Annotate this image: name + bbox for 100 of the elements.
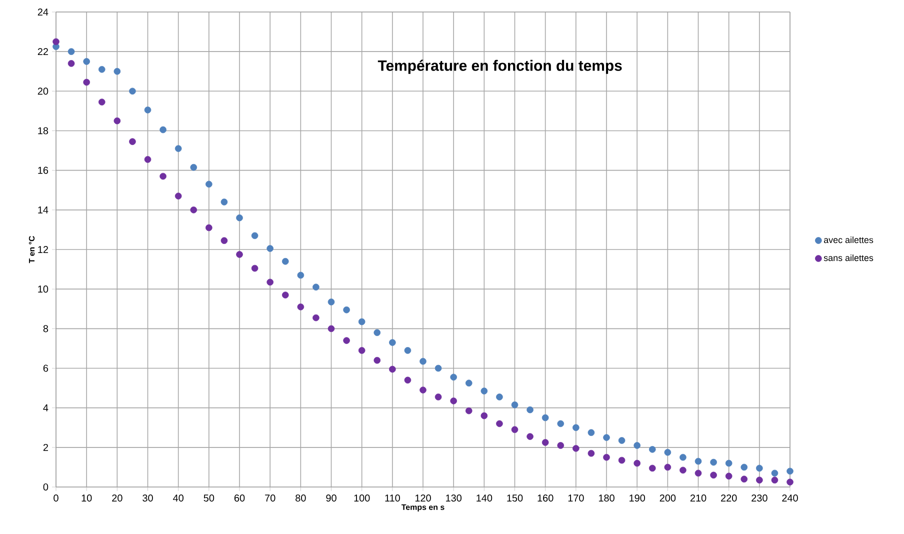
- y-tick-label: 6: [43, 364, 48, 372]
- point: [358, 318, 366, 326]
- point: [450, 374, 457, 381]
- x-tick-label: 180: [598, 494, 614, 502]
- point: [129, 88, 136, 95]
- point: [420, 358, 426, 365]
- point: [618, 437, 626, 444]
- point: [312, 284, 320, 290]
- point: [725, 460, 732, 467]
- y-tick-label: 2: [43, 444, 48, 451]
- point: [664, 464, 672, 471]
- y-tick-label: 8: [43, 325, 48, 332]
- point: [297, 272, 304, 279]
- x-tick-label: 150: [507, 494, 523, 502]
- point: [389, 366, 396, 373]
- point: [114, 68, 121, 75]
- y-tick-label: 22: [38, 48, 48, 56]
- point: [328, 298, 335, 306]
- y-tick-label: 10: [38, 286, 48, 293]
- point: [526, 433, 534, 440]
- text: Température en fonction du temps: [378, 60, 622, 74]
- point: [648, 446, 656, 453]
- x-tick-label: 40: [173, 494, 184, 502]
- y-tick-label: 20: [38, 88, 48, 95]
- point: [710, 472, 717, 479]
- point: [465, 380, 472, 386]
- y-tick-label: 18: [38, 127, 48, 134]
- point: [251, 264, 258, 272]
- x-tick-label: 140: [476, 494, 492, 502]
- point: [98, 98, 106, 106]
- point: [52, 38, 60, 46]
- point: [771, 476, 778, 484]
- point: [220, 198, 228, 206]
- point: [480, 388, 488, 394]
- point: [618, 456, 626, 464]
- point: [266, 278, 274, 286]
- point: [236, 214, 243, 222]
- x-tick-label: 230: [752, 494, 768, 502]
- point: [220, 237, 228, 244]
- point: [190, 164, 198, 171]
- point: [680, 454, 686, 461]
- x-tick-label: 220: [721, 494, 737, 502]
- point: [389, 339, 396, 346]
- point: [328, 325, 335, 332]
- point: [740, 476, 748, 482]
- x-tick-label: 30: [142, 494, 153, 502]
- point: [480, 412, 488, 420]
- point: [496, 394, 503, 400]
- y-tick-label: 4: [43, 404, 48, 412]
- point: [236, 251, 243, 258]
- x-tick-label: 20: [112, 494, 122, 502]
- point: [572, 445, 580, 452]
- point: [542, 439, 549, 446]
- point: [756, 464, 763, 472]
- point: [526, 406, 534, 414]
- point: [725, 472, 732, 480]
- x-tick-label: 100: [354, 494, 370, 502]
- point: [374, 356, 381, 364]
- point: [603, 454, 610, 461]
- point: [786, 468, 794, 475]
- point: [434, 364, 442, 372]
- point: [634, 460, 640, 467]
- point: [648, 464, 656, 472]
- point: [68, 48, 75, 55]
- point: [664, 448, 672, 456]
- x-tick-label: 240: [782, 494, 798, 502]
- point: [160, 126, 166, 134]
- point: [450, 398, 457, 404]
- x-tick-label: 70: [265, 494, 276, 502]
- point: [374, 329, 381, 336]
- x-tick-label: 200: [660, 494, 676, 502]
- point: [144, 156, 152, 163]
- legend-label: avec ailettes: [824, 236, 874, 244]
- point: [680, 466, 686, 474]
- y-tick-label: 0: [43, 483, 48, 491]
- y-tick-label: 12: [38, 246, 48, 253]
- point: [756, 476, 763, 484]
- point: [343, 306, 350, 314]
- point: [603, 434, 610, 441]
- point: [465, 407, 472, 414]
- point: [404, 376, 412, 384]
- x-tick-label: 120: [415, 494, 431, 502]
- point: [542, 414, 549, 422]
- point: [694, 470, 702, 477]
- point: [634, 442, 640, 449]
- point: [83, 78, 90, 86]
- point: [206, 180, 212, 188]
- point: [174, 145, 182, 152]
- point: [694, 458, 702, 465]
- point: [740, 464, 748, 471]
- y-tick-label: 16: [38, 166, 48, 174]
- x-tick-label: 160: [538, 494, 554, 502]
- point: [282, 258, 289, 265]
- point: [312, 314, 320, 322]
- point: [358, 347, 366, 354]
- x-tick-label: 210: [690, 494, 706, 502]
- x-tick-label: 50: [204, 494, 214, 502]
- y-tick-label: 14: [38, 206, 48, 214]
- point: [206, 224, 212, 232]
- point: [98, 66, 106, 73]
